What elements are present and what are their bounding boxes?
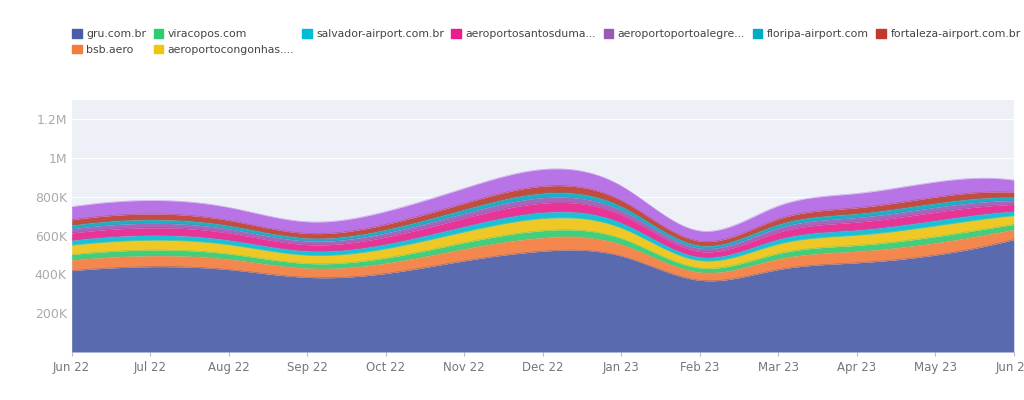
Legend: gru.com.br, bsb.aero, viracopos.com, aeroportocongonhas...., salvador-airport.co: gru.com.br, bsb.aero, viracopos.com, aer… xyxy=(68,25,1024,59)
